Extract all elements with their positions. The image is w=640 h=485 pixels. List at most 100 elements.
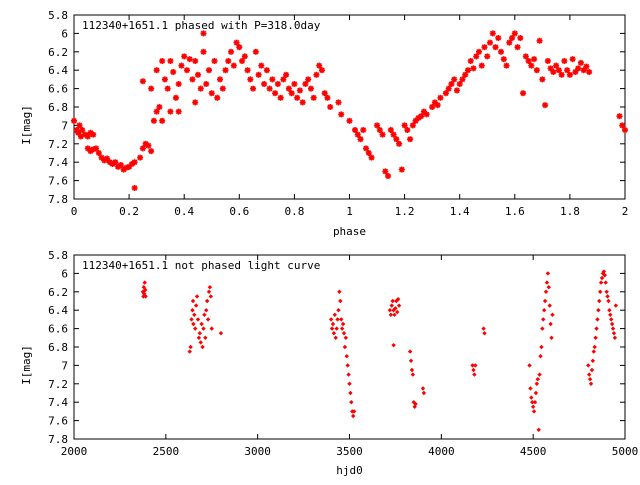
data-point — [189, 76, 196, 83]
data-point — [544, 58, 551, 64]
data-point — [420, 386, 426, 391]
data-point — [390, 298, 395, 304]
data-point — [357, 136, 364, 143]
data-point — [344, 354, 349, 359]
data-point — [595, 317, 600, 322]
data-point — [269, 76, 276, 83]
data-point — [186, 56, 193, 63]
data-point — [413, 401, 418, 407]
data-point — [472, 372, 477, 377]
data-point — [611, 331, 617, 336]
data-point — [390, 131, 397, 138]
data-point — [546, 285, 551, 290]
data-point — [193, 326, 198, 331]
data-point — [539, 344, 544, 350]
data-point — [547, 303, 552, 308]
data-point — [589, 367, 595, 373]
x-tick-label: 1.4 — [450, 205, 470, 218]
data-point — [159, 58, 166, 64]
data-point — [330, 321, 336, 327]
data-point — [335, 317, 340, 322]
data-point — [498, 48, 505, 55]
data-point — [161, 76, 168, 83]
data-point — [392, 312, 397, 317]
data-point — [351, 409, 357, 414]
data-point — [388, 312, 394, 317]
data-point — [206, 289, 212, 294]
y-tick-label: 7.6 — [48, 415, 68, 428]
data-point — [404, 127, 411, 133]
x-tick-label: 2 — [622, 205, 629, 218]
data-point — [175, 108, 182, 115]
data-point — [459, 76, 466, 83]
data-point — [349, 400, 354, 405]
data-point — [481, 44, 488, 51]
data-point — [139, 145, 146, 152]
data-point — [329, 326, 335, 331]
data-point — [569, 56, 576, 63]
data-point — [170, 69, 177, 76]
y-tick-label: 6.8 — [48, 101, 68, 114]
x-tick-label: 0.8 — [284, 205, 304, 218]
data-point — [148, 148, 155, 155]
data-point — [164, 85, 171, 92]
data-point — [178, 62, 185, 69]
data-point — [209, 326, 214, 331]
plot-title: 112340+1651.1 not phased light curve — [82, 259, 320, 272]
data-point — [616, 113, 623, 120]
data-point — [602, 273, 607, 278]
data-point — [387, 308, 393, 313]
data-point — [473, 53, 480, 60]
data-point — [603, 280, 608, 285]
data-point — [586, 363, 591, 368]
data-point — [396, 140, 403, 147]
x-tick-label: 2500 — [153, 445, 180, 458]
data-point — [529, 395, 534, 400]
data-point — [445, 85, 452, 92]
data-point — [143, 294, 148, 299]
x-tick-label: 0.6 — [229, 205, 249, 218]
data-point — [601, 269, 607, 274]
data-point — [345, 363, 350, 368]
data-point — [391, 342, 396, 348]
data-point — [196, 335, 202, 340]
data-point — [219, 85, 226, 92]
data-point — [261, 81, 268, 87]
data-point — [593, 335, 598, 340]
data-point — [586, 372, 592, 377]
data-point — [156, 104, 163, 110]
data-point — [591, 349, 596, 354]
data-point — [131, 184, 138, 191]
data-point — [131, 159, 138, 166]
data-point — [609, 317, 614, 322]
data-point — [395, 309, 400, 315]
x-tick-label: 3000 — [244, 445, 271, 458]
y-tick-label: 6 — [61, 27, 68, 40]
data-point — [482, 331, 487, 336]
data-point — [342, 344, 348, 350]
data-point — [283, 71, 290, 78]
data-point — [192, 58, 199, 64]
data-point — [347, 381, 352, 386]
data-point — [197, 85, 204, 92]
data-point — [592, 344, 597, 350]
data-point — [181, 53, 188, 60]
data-point — [333, 335, 338, 340]
data-point — [191, 321, 196, 327]
x-tick-label: 4500 — [520, 445, 547, 458]
data-point — [393, 136, 400, 143]
y-tick-label: 7 — [61, 119, 68, 132]
data-point — [193, 303, 199, 308]
data-point — [374, 122, 381, 129]
y-tick-label: 6 — [61, 267, 68, 280]
data-point — [324, 94, 331, 101]
data-point — [511, 30, 518, 37]
data-point — [541, 317, 546, 322]
data-point — [339, 326, 345, 331]
data-point — [553, 62, 560, 69]
data-point — [517, 35, 524, 41]
data-point — [522, 53, 529, 60]
data-point — [348, 390, 353, 396]
data-point — [612, 335, 618, 340]
